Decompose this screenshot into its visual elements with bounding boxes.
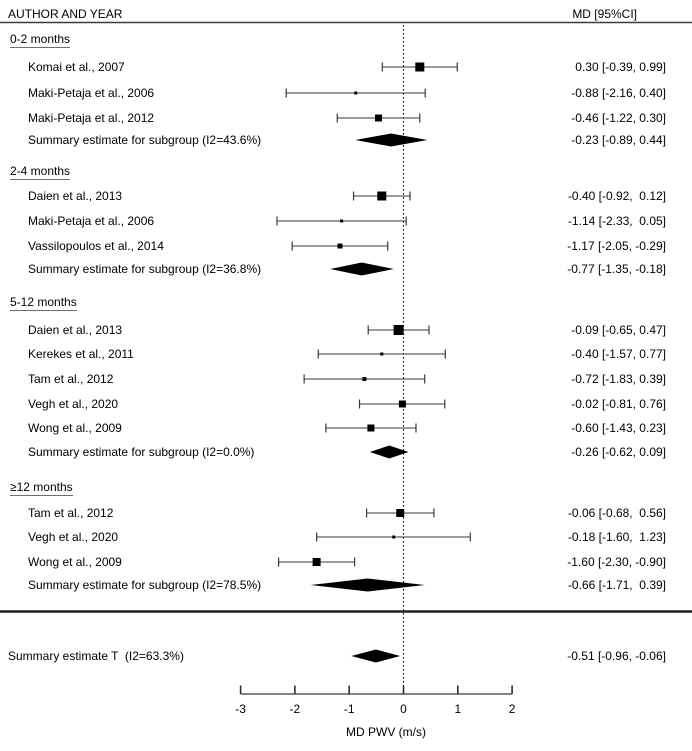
study-label: Daien et al., 2013 xyxy=(28,189,123,203)
overall-summary-label: Summary estimate T (I2=63.3%) xyxy=(8,649,184,663)
effect-value: -0.88 [-2.16, 0.40] xyxy=(571,86,666,100)
study-label: Tam et al., 2012 xyxy=(28,506,114,520)
study-label: Tam et al., 2012 xyxy=(28,372,114,386)
study-label: Kerekes et al., 2011 xyxy=(28,347,134,361)
axis-title: MD PWV (m/s) xyxy=(346,725,426,739)
effect-value: -1.60 [-2.30, -0.90] xyxy=(567,555,666,569)
effect-marker xyxy=(312,558,321,566)
study-label: Maki-Petaja et al., 2006 xyxy=(28,214,155,228)
effect-marker xyxy=(392,535,396,539)
effect-value: -0.40 [-1.57, 0.77] xyxy=(571,347,666,361)
effect-value: -1.14 [-2.33, 0.05] xyxy=(567,214,666,228)
effect-value: -0.26 [-0.62, 0.09] xyxy=(571,445,666,459)
effect-marker xyxy=(398,400,406,408)
effect-value: -0.23 [-0.89, 0.44] xyxy=(571,133,666,147)
effect-marker xyxy=(354,91,358,95)
group-label: 2-4 months xyxy=(10,164,71,180)
effect-marker xyxy=(340,219,344,223)
effect-value: -0.66 [-1.71, 0.39] xyxy=(567,578,666,592)
subgroup-summary-label: Summary estimate for subgroup (I2=43.6%) xyxy=(28,133,262,147)
group-label: ≥12 months xyxy=(10,480,73,496)
study-label: Maki-Petaja et al., 2012 xyxy=(28,111,155,125)
subgroup-summary-diamond xyxy=(330,262,394,276)
subgroup-summary-diamond xyxy=(369,445,409,459)
subgroup-summary-diamond xyxy=(355,133,428,147)
effect-marker xyxy=(396,509,405,517)
tick-label: -1 xyxy=(343,702,355,716)
effect-value: -0.09 [-0.65, 0.47] xyxy=(571,323,666,337)
effect-value: 0.30 [-0.39, 0.99] xyxy=(575,60,666,74)
effect-marker xyxy=(380,352,384,356)
tick-label: -2 xyxy=(289,702,301,716)
group-label: 5-12 months xyxy=(10,295,77,311)
effect-marker xyxy=(393,325,404,335)
study-label: Daien et al., 2013 xyxy=(28,323,123,337)
subgroup-summary-label: Summary estimate for subgroup (I2=78.5%) xyxy=(28,578,262,592)
study-label: Vassilopoulos et al., 2014 xyxy=(28,239,164,253)
effect-marker xyxy=(367,424,375,432)
effect-value: -0.60 [-1.43, 0.23] xyxy=(571,421,666,435)
subgroup-summary-diamond xyxy=(310,578,425,592)
study-label: Wong et al., 2009 xyxy=(28,555,122,569)
subgroup-summary-label: Summary estimate for subgroup (I2=36.8%) xyxy=(28,262,262,276)
effect-value: -0.77 [-1.35, -0.18] xyxy=(567,262,666,276)
effect-marker xyxy=(337,243,343,249)
effect-value: -0.51 [-0.96, -0.06] xyxy=(567,649,666,663)
tick-label: 2 xyxy=(508,702,516,716)
tick-label: 1 xyxy=(454,702,462,716)
effect-value: -0.40 [-0.92, 0.12] xyxy=(567,189,666,203)
effect-value: -0.46 [-1.22, 0.30] xyxy=(571,111,666,125)
effect-marker xyxy=(377,191,387,201)
study-label: Vegh et al., 2020 xyxy=(28,530,119,544)
column-header-author-year: AUTHOR AND YEAR xyxy=(8,7,123,21)
study-label: Maki-Petaja et al., 2006 xyxy=(28,86,155,100)
study-label: Wong et al., 2009 xyxy=(28,421,122,435)
tick-label: -3 xyxy=(235,702,246,716)
effect-marker xyxy=(415,62,425,72)
study-label: Vegh et al., 2020 xyxy=(28,397,119,411)
group-label: 0-2 months xyxy=(10,32,71,48)
effect-value: -0.18 [-1.60, 1.23] xyxy=(567,530,666,544)
tick-label: 0 xyxy=(400,702,407,716)
subgroup-summary-label: Summary estimate for subgroup (I2=0.0%) xyxy=(28,445,255,459)
study-label: Komai et al., 2007 xyxy=(28,60,125,74)
effect-marker xyxy=(375,114,383,122)
effect-value: -0.72 [-1.83, 0.39] xyxy=(571,372,666,386)
effect-value: -0.06 [-0.68, 0.56] xyxy=(567,506,666,520)
effect-marker xyxy=(362,377,367,381)
overall-summary-diamond xyxy=(351,649,401,663)
effect-value: -1.17 [-2.05, -0.29] xyxy=(567,239,666,253)
effect-value: -0.02 [-0.81, 0.76] xyxy=(571,397,666,411)
column-header-md-ci: MD [95%CI] xyxy=(572,7,637,21)
